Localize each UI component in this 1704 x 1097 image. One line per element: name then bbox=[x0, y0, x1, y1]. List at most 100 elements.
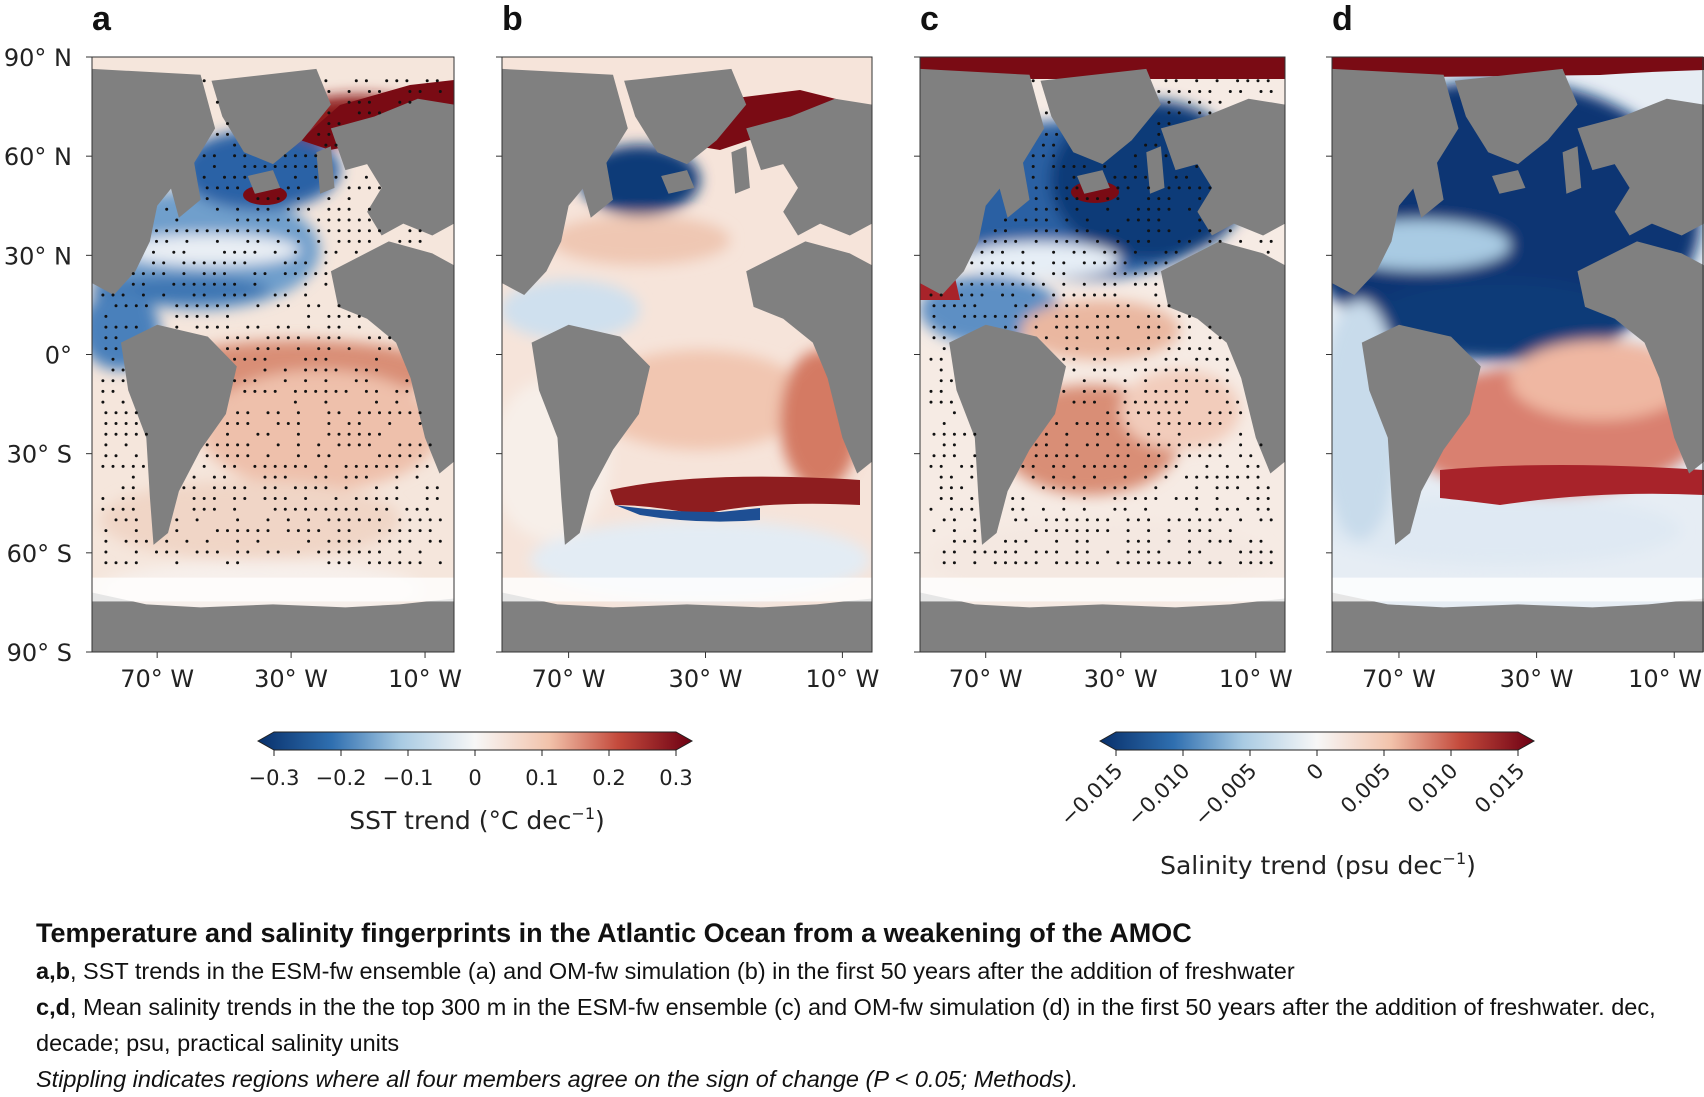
stipple-dot bbox=[345, 465, 348, 468]
stipple-dot bbox=[1062, 358, 1065, 361]
stipple-dot bbox=[1198, 518, 1201, 521]
stipple-dot bbox=[122, 379, 125, 382]
stipple-dot bbox=[1024, 540, 1027, 543]
stipple-dot bbox=[930, 358, 933, 361]
stipple-dot bbox=[125, 422, 128, 425]
stipple-dot bbox=[1076, 336, 1079, 339]
stipple-dot bbox=[1116, 561, 1119, 564]
stipple-dot bbox=[1124, 261, 1127, 264]
stipple-dot bbox=[1116, 186, 1119, 189]
colorbar-tick-label: −0.1 bbox=[383, 766, 434, 790]
stipple-dot bbox=[1113, 390, 1116, 393]
stipple-dot bbox=[277, 304, 280, 307]
stipple-dot bbox=[1062, 165, 1065, 168]
stipple-dot bbox=[1144, 401, 1147, 404]
stipple-dot bbox=[1045, 529, 1048, 532]
stipple-dot bbox=[1076, 326, 1079, 329]
stipple-dot bbox=[253, 251, 256, 254]
stipple-dot bbox=[327, 229, 330, 232]
stipple-dot bbox=[405, 508, 408, 511]
stipple-dot bbox=[973, 529, 976, 532]
stipple-dot bbox=[297, 240, 300, 243]
stipple-dot bbox=[287, 336, 290, 339]
stipple-dot bbox=[1103, 486, 1106, 489]
stipple-dot bbox=[1260, 518, 1263, 521]
stipple-dot bbox=[1188, 336, 1191, 339]
stipple-dot bbox=[1165, 154, 1168, 157]
stipple-dot bbox=[348, 422, 351, 425]
stipple-dot bbox=[307, 229, 310, 232]
stipple-dot bbox=[1165, 369, 1168, 372]
stipple-dot bbox=[378, 529, 381, 532]
stipple-dot bbox=[284, 476, 287, 479]
stipple-dot bbox=[1134, 165, 1137, 168]
stipple-dot bbox=[104, 315, 107, 318]
stipple-dot bbox=[145, 433, 148, 436]
stipple-dot bbox=[408, 90, 411, 93]
stipple-dot bbox=[1106, 336, 1109, 339]
stipple-dot bbox=[388, 347, 391, 350]
stipple-dot bbox=[274, 294, 277, 297]
stipple-dot bbox=[1093, 358, 1096, 361]
stipple-dot bbox=[1014, 304, 1017, 307]
stipple-dot bbox=[1032, 283, 1035, 286]
stipple-dot bbox=[953, 326, 956, 329]
stipple-dot bbox=[1113, 369, 1116, 372]
stipple-dot bbox=[1011, 261, 1014, 264]
stipple-dot bbox=[1168, 101, 1171, 104]
stipple-dot bbox=[304, 390, 307, 393]
stipple-dot bbox=[933, 315, 936, 318]
stipple-dot bbox=[125, 443, 128, 446]
stipple-dot bbox=[1195, 486, 1198, 489]
stipple-dot bbox=[297, 186, 300, 189]
stipple-dot bbox=[132, 508, 135, 511]
stipple-dot bbox=[1113, 497, 1116, 500]
stipple-dot bbox=[388, 422, 391, 425]
stipple-dot bbox=[1147, 240, 1150, 243]
stipple-dot bbox=[1076, 422, 1079, 425]
stipple-dot bbox=[1093, 294, 1096, 297]
stipple-dot bbox=[324, 283, 327, 286]
stipple-dot bbox=[1157, 336, 1160, 339]
stipple-dot bbox=[385, 508, 388, 511]
stipple-dot bbox=[1147, 336, 1150, 339]
stipple-dot bbox=[1083, 465, 1086, 468]
stipple-dot bbox=[236, 443, 239, 446]
stipple-dot bbox=[125, 540, 128, 543]
stipple-dot bbox=[243, 294, 246, 297]
stipple-dot bbox=[304, 294, 307, 297]
stipple-dot bbox=[264, 465, 267, 468]
stipple-dot bbox=[994, 229, 997, 232]
stipple-dot bbox=[1124, 390, 1127, 393]
colorbar-tick-label: 0 bbox=[1302, 759, 1328, 785]
stipple-dot bbox=[267, 518, 270, 521]
stipple-dot bbox=[1076, 229, 1079, 232]
stipple-dot bbox=[246, 240, 249, 243]
stipple-dot bbox=[408, 454, 411, 457]
stipple-dot bbox=[1267, 486, 1270, 489]
stipple-dot bbox=[1042, 154, 1045, 157]
lon-label: 10° W bbox=[388, 665, 462, 693]
stipple-dot bbox=[175, 304, 178, 307]
lon-label: 30° W bbox=[1084, 665, 1158, 693]
stipple-dot bbox=[1086, 326, 1089, 329]
stipple-dot bbox=[267, 411, 270, 414]
stipple-dot bbox=[408, 101, 411, 104]
stipple-dot bbox=[294, 154, 297, 157]
colorbar-tick-label: 0 bbox=[468, 766, 481, 790]
stipple-dot bbox=[1032, 165, 1035, 168]
stipple-dot bbox=[1076, 197, 1079, 200]
stipple-dot bbox=[122, 497, 125, 500]
stipple-dot bbox=[314, 165, 317, 168]
stipple-dot bbox=[1083, 165, 1086, 168]
stipple-dot bbox=[1106, 326, 1109, 329]
figure-caption: Temperature and salinity fingerprints in… bbox=[36, 913, 1676, 1097]
stipple-dot bbox=[419, 561, 422, 564]
stipple-dot bbox=[984, 551, 987, 554]
stipple-dot bbox=[324, 465, 327, 468]
stipple-dot bbox=[933, 304, 936, 307]
stipple-dot bbox=[1144, 283, 1147, 286]
stipple-dot bbox=[1178, 186, 1181, 189]
stipple-dot bbox=[246, 454, 249, 457]
stipple-dot bbox=[953, 443, 956, 446]
